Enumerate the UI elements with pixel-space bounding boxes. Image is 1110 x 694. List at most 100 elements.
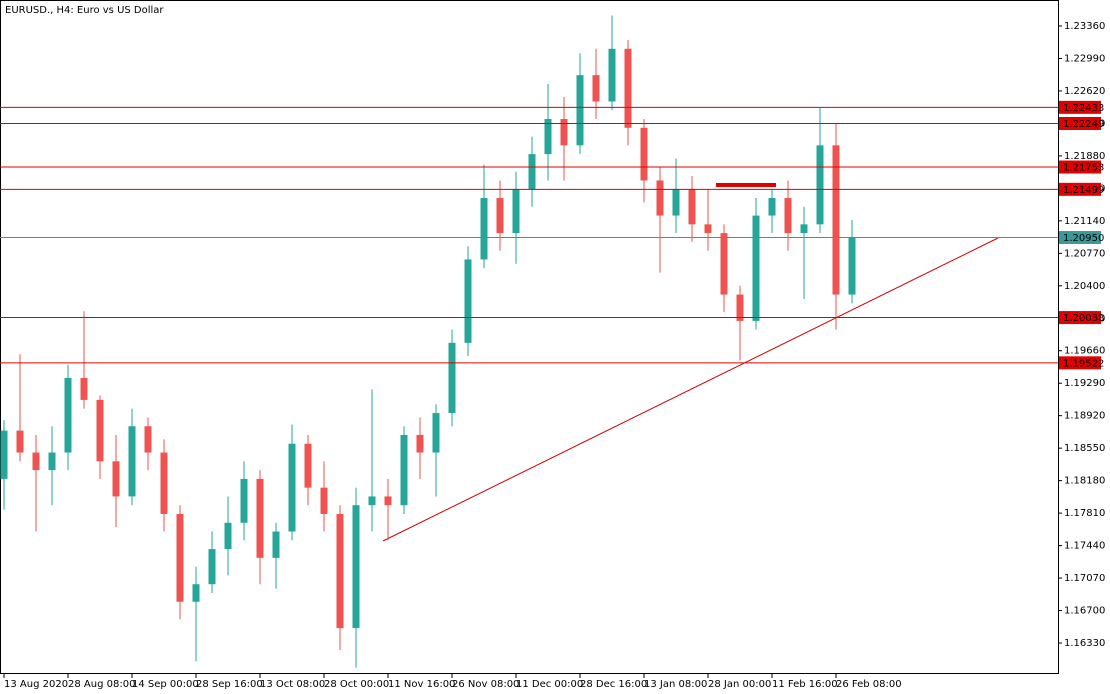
y-tick-label: 1.20400 [1064,281,1105,292]
candle-body [640,127,648,181]
x-tick-label: 28 Aug 08:00 [68,679,135,690]
candle-body [560,119,568,146]
candle-body [688,189,696,225]
candle-body [608,48,616,102]
candle-body [720,233,728,295]
price-label: 1.21753 [1063,163,1104,174]
candle-body [48,452,56,471]
x-tick-label: 13 Aug 2020 [4,679,68,690]
candle-body [304,443,312,488]
candle-body [768,198,776,216]
candle-body [448,342,456,414]
candle-body [432,413,440,453]
x-tick-label: 28 Jan 00:00 [708,679,771,690]
candle-body [464,259,472,343]
zone-marker [716,183,776,187]
price-label: 1.21499 [1063,185,1104,196]
price-label: 1.20950 [1063,233,1104,244]
x-tick-label: 28 Oct 00:00 [324,679,389,690]
candle-body [336,513,344,629]
x-tick-label: 28 Dec 16:00 [580,679,647,690]
candle-body [176,513,184,602]
candle-body [816,145,824,225]
candle-body [832,145,840,295]
candle-body [224,522,232,550]
candle-body [752,215,760,321]
candle-body [544,119,552,155]
candle-body [112,461,120,497]
candle-body [480,198,488,260]
candle-body [528,154,536,190]
candle-body [192,584,200,602]
price-label-box [1059,311,1101,325]
candle-body [496,198,504,234]
x-tick-label: 14 Sep 00:00 [132,679,199,690]
candle-body [656,180,664,216]
candle-body [352,505,360,629]
candle-body [576,75,584,146]
price-label-box [1059,231,1101,245]
candle-body [256,478,264,558]
y-tick-label: 1.18920 [1064,411,1105,422]
candle-body [624,48,632,128]
candle-body [16,430,24,453]
candle-body [96,399,104,462]
trend-line [382,237,999,542]
y-tick-label: 1.18550 [1064,443,1105,454]
candle-body [704,224,712,234]
y-tick-label: 1.18180 [1064,476,1105,487]
candle-body [288,443,296,532]
y-tick-label: 1.23360 [1064,21,1105,32]
chart-title: EURUSD., H4: Euro vs US Dollar [5,5,164,16]
plot-frame [0,0,1059,674]
y-tick-label: 1.21880 [1064,151,1105,162]
y-tick-label: 1.20770 [1064,248,1105,259]
x-tick-label: 28 Sep 16:00 [196,679,263,690]
candle-body [400,434,408,506]
candle-body [736,294,744,321]
candle-body [128,426,136,497]
candle-body [416,434,424,453]
candle-body [144,426,152,453]
y-tick-label: 1.19660 [1064,346,1105,357]
x-tick-label: 11 Dec 00:00 [516,679,583,690]
candle-body [64,377,72,453]
price-label-box [1059,356,1101,370]
price-label: 1.20038 [1063,313,1104,324]
price-label-box [1059,160,1101,174]
y-tick-label: 1.17070 [1064,573,1105,584]
y-tick-label: 1.17810 [1064,508,1105,519]
candle-body [384,496,392,506]
price-label: 1.22249 [1063,119,1104,130]
candle-body [0,430,8,479]
x-tick-label: 26 Nov 08:00 [452,679,519,690]
x-tick-label: 13 Jan 08:00 [644,679,707,690]
y-tick-label: 1.22990 [1064,53,1105,64]
x-tick-label: 11 Feb 16:00 [772,679,838,690]
y-tick-label: 1.16700 [1064,606,1105,617]
candle-body [512,189,520,234]
candle-body [672,189,680,216]
candle-body [800,224,808,234]
price-label: 1.22433 [1063,103,1104,114]
y-tick-label: 1.16330 [1064,638,1105,649]
y-tick-label: 1.21140 [1064,216,1105,227]
candle-body [240,478,248,523]
x-tick-label: 13 Oct 08:00 [260,679,325,690]
candle-body [368,496,376,506]
price-label: 1.19522 [1063,358,1104,369]
x-tick-label: 26 Feb 08:00 [836,679,902,690]
candle-body [80,377,88,400]
candle-body [32,452,40,471]
y-tick-label: 1.22620 [1064,86,1105,97]
candle-body [592,75,600,102]
y-tick-label: 1.17440 [1064,541,1105,552]
price-label-box [1059,182,1101,196]
candle-body [208,549,216,585]
price-label-box [1059,116,1101,130]
x-tick-label: 11 Nov 16:00 [388,679,455,690]
y-tick-label: 1.19290 [1064,378,1105,389]
candle-body [272,531,280,558]
candle-body [160,452,168,514]
